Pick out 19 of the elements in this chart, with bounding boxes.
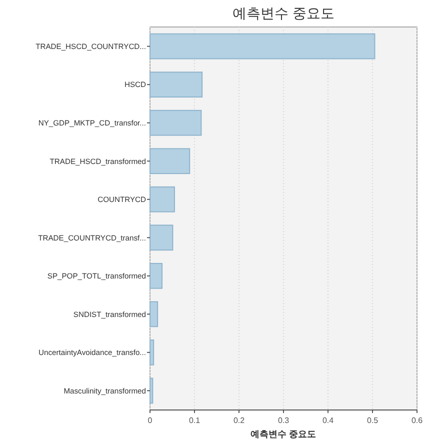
bar [150, 33, 376, 60]
x-tick-label: 0.2 [233, 416, 246, 425]
x-tick-label: 0.4 [322, 416, 334, 425]
x-tick-label: 0.3 [278, 416, 290, 425]
bar [150, 378, 154, 404]
bar [150, 301, 158, 328]
bar [150, 262, 163, 289]
bar [150, 110, 202, 136]
bar [150, 72, 203, 98]
x-tick-label: 0 [148, 416, 153, 425]
bar [150, 339, 154, 366]
x-axis-title: 예측변수 중요도 [250, 429, 316, 439]
x-tick-label: 0.5 [366, 416, 379, 425]
bar [150, 148, 190, 174]
bar [150, 224, 174, 251]
chart-title: 예측변수 중요도 [232, 5, 334, 21]
x-tick-label: 0.1 [188, 416, 201, 425]
x-tick-label: 0.6 [411, 416, 424, 425]
bar [150, 186, 175, 212]
